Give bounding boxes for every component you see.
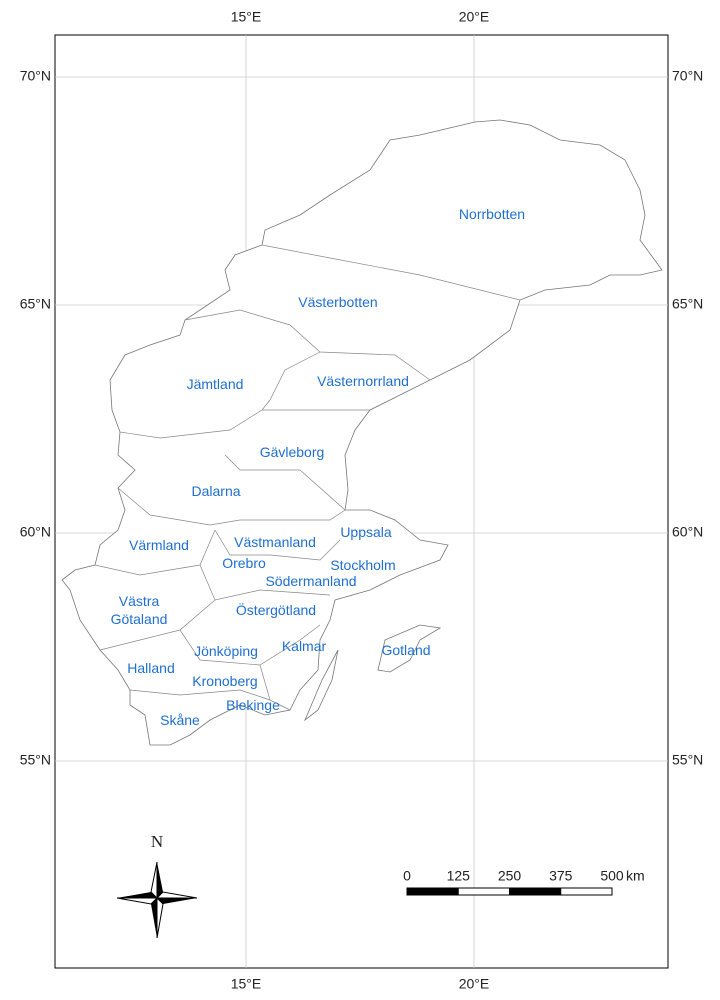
lat-label: 65°N bbox=[20, 296, 51, 312]
region-label: Stockholm bbox=[330, 557, 396, 573]
arrow-point bbox=[157, 862, 163, 898]
scale-label: 0 bbox=[403, 868, 411, 884]
lat-label: 70°N bbox=[20, 68, 51, 84]
region-label: Skåne bbox=[160, 712, 200, 728]
border bbox=[224, 454, 346, 511]
region-label: Norrbotten bbox=[458, 206, 526, 222]
scale-label: 250 bbox=[498, 868, 522, 884]
county-borders bbox=[94, 244, 521, 711]
north-arrow: N bbox=[116, 832, 198, 939]
sweden-outline bbox=[61, 119, 663, 746]
scale-bar: 0 125 250 375 500 km bbox=[403, 868, 645, 896]
arrow-point bbox=[157, 898, 197, 904]
region-label: Blekinge bbox=[226, 697, 280, 713]
lat-label: 60°N bbox=[20, 524, 51, 540]
region-label: Kronoberg bbox=[192, 673, 258, 689]
region-label: Västernorrland bbox=[317, 373, 409, 389]
border bbox=[94, 529, 216, 576]
region-label: Västerbotten bbox=[298, 294, 378, 310]
arrow-point bbox=[117, 892, 157, 898]
region-label: Jämtland bbox=[186, 376, 244, 392]
arrow-point bbox=[150, 861, 158, 900]
mainland bbox=[61, 119, 663, 746]
region-label: Östergötland bbox=[235, 602, 317, 618]
lat-label: 60°N bbox=[672, 524, 703, 540]
region-label: Jönköping bbox=[194, 643, 258, 659]
scale-segment bbox=[560, 887, 613, 896]
oland-island bbox=[304, 649, 339, 722]
border bbox=[199, 564, 331, 601]
lon-label: 15°E bbox=[231, 9, 262, 25]
scale-segment bbox=[457, 887, 510, 896]
border bbox=[259, 664, 271, 701]
scale-segment bbox=[509, 887, 562, 896]
arrow-point bbox=[155, 891, 198, 899]
region-label: Västra Götaland bbox=[110, 593, 168, 627]
lon-label: 20°E bbox=[459, 9, 490, 25]
region-label: Dalarna bbox=[191, 483, 241, 499]
scale-label: 500 bbox=[600, 868, 624, 884]
region-label: Orebro bbox=[222, 555, 266, 571]
north-label: N bbox=[151, 832, 163, 851]
region-label: Kalmar bbox=[281, 638, 327, 654]
region-label: Värmland bbox=[129, 537, 189, 553]
lon-label: 20°E bbox=[459, 976, 490, 992]
region-label: Halland bbox=[127, 660, 175, 676]
lat-label: 55°N bbox=[20, 752, 51, 768]
region-label: Västmanland bbox=[234, 534, 316, 550]
region-label: Gävleborg bbox=[259, 444, 325, 460]
scale-segment bbox=[406, 887, 459, 896]
region-label: Gotland bbox=[381, 642, 431, 658]
lat-label: 55°N bbox=[672, 752, 703, 768]
border bbox=[261, 351, 321, 411]
arrow-point bbox=[156, 896, 164, 939]
arrow-point bbox=[151, 898, 157, 938]
scale-unit: km bbox=[626, 868, 645, 884]
lat-label: 70°N bbox=[672, 68, 703, 84]
scale-label: 375 bbox=[549, 868, 573, 884]
region-label: Uppsala bbox=[340, 524, 392, 540]
map-frame bbox=[54, 34, 669, 969]
lat-label: 65°N bbox=[672, 296, 703, 312]
arrow-point bbox=[116, 897, 159, 905]
region-label: Södermanland bbox=[265, 573, 357, 589]
lon-label: 15°E bbox=[231, 976, 262, 992]
border bbox=[129, 689, 291, 711]
border bbox=[119, 409, 370, 439]
border bbox=[184, 309, 431, 381]
border bbox=[261, 244, 521, 301]
scale-label: 125 bbox=[447, 868, 471, 884]
border bbox=[99, 599, 216, 651]
border bbox=[117, 487, 346, 526]
border bbox=[214, 529, 341, 561]
gotland-island bbox=[377, 624, 442, 673]
